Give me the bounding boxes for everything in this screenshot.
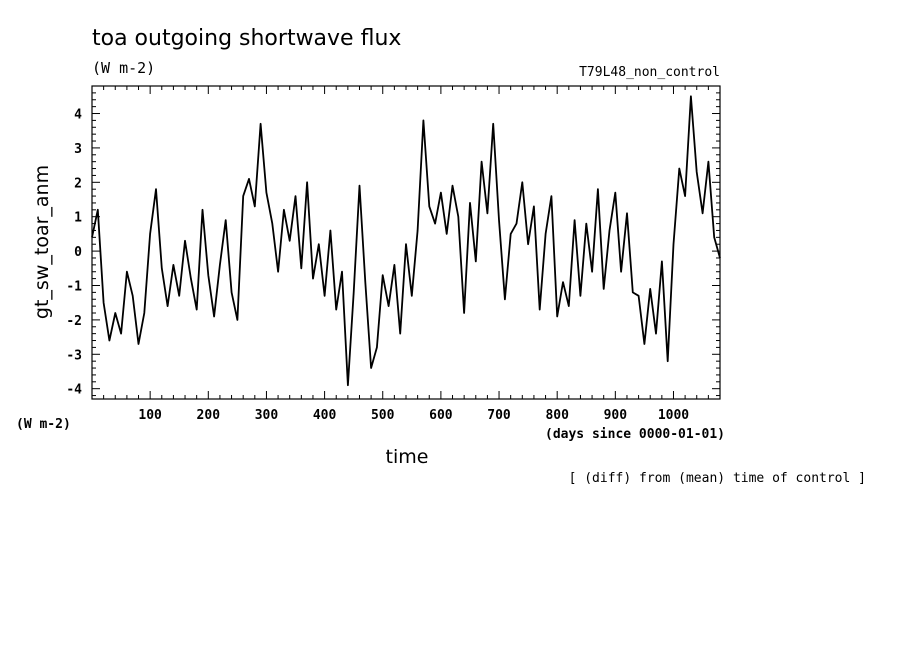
y-tick-label: 3 (74, 142, 82, 157)
chart-title: toa outgoing shortwave flux (92, 26, 401, 51)
y-axis-units: (W m-2) (16, 417, 71, 432)
x-tick-label: 100 (138, 408, 162, 423)
x-tick-labels: 100 200 300 400 500 600 700 800 900 1000 (138, 408, 689, 423)
plot-frame (91, 85, 721, 400)
x-axis-units: (days since 0000-01-01) (545, 427, 725, 442)
y-tick-label: 4 (74, 108, 82, 123)
y-tick-label: 0 (74, 245, 82, 260)
experiment-label: T79L48_non_control (579, 65, 720, 80)
x-tick-label: 300 (255, 408, 279, 423)
x-tick-label: 700 (487, 408, 511, 423)
y-tick-label: -2 (66, 314, 82, 329)
tick-marks (92, 85, 720, 399)
y-tick-label: -4 (66, 383, 82, 398)
y-axis-label: gt_sw_toar_anm (31, 165, 53, 319)
y-tick-label: -3 (66, 348, 82, 363)
x-tick-label: 1000 (658, 408, 689, 423)
y-tick-labels: -4 -3 -2 -1 0 1 2 3 4 (66, 108, 82, 398)
x-tick-label: 800 (545, 408, 569, 423)
x-axis-label: time (386, 446, 429, 468)
chart-units: (W m-2) (92, 59, 155, 77)
footnote: [ (diff) from (mean) time of control ] (569, 471, 866, 486)
series-line (91, 95, 721, 387)
y-tick-label: 2 (74, 176, 82, 191)
x-tick-label: 200 (197, 408, 221, 423)
x-tick-label: 900 (604, 408, 628, 423)
x-tick-label: 400 (313, 408, 337, 423)
plot-area: 100 200 300 400 500 600 700 800 900 1000 -4 -3 -2 -1… (66, 85, 721, 423)
y-tick-label: -1 (66, 279, 82, 294)
x-tick-label: 500 (371, 408, 395, 423)
x-tick-label: 600 (429, 408, 453, 423)
y-tick-label: 1 (74, 211, 82, 226)
